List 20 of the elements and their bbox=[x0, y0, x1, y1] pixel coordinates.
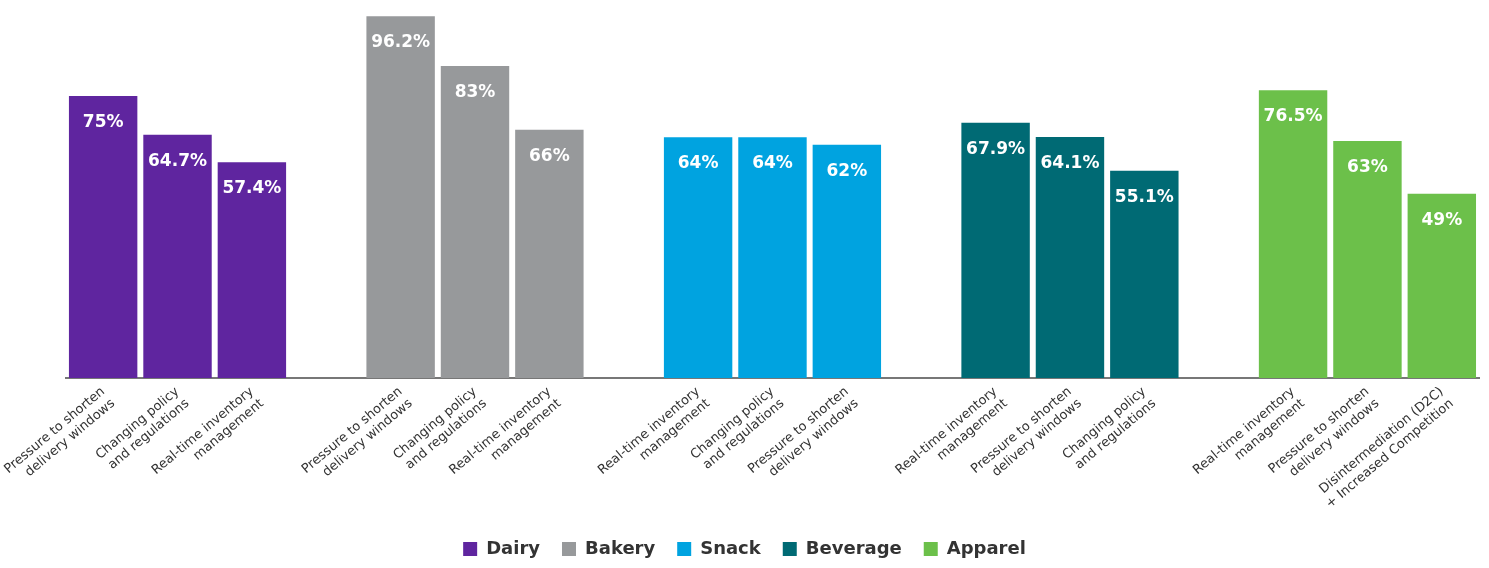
legend-label: Beverage bbox=[805, 536, 902, 558]
data-label: 49% bbox=[1421, 208, 1463, 229]
data-label: 76.5% bbox=[1263, 105, 1323, 126]
data-label: 62% bbox=[826, 159, 868, 180]
data-label: 67.9% bbox=[966, 137, 1026, 158]
legend-label: Dairy bbox=[486, 536, 541, 558]
data-label: 75% bbox=[82, 110, 124, 131]
data-label: 64.7% bbox=[148, 149, 208, 170]
data-label: 96.2% bbox=[371, 31, 431, 52]
data-label: 64% bbox=[677, 152, 719, 173]
data-label: 55.1% bbox=[1114, 185, 1174, 206]
data-label: 57.4% bbox=[222, 177, 282, 198]
data-label: 63% bbox=[1347, 156, 1388, 177]
legend-label: Apparel bbox=[946, 536, 1026, 558]
legend-label: Snack bbox=[700, 536, 762, 558]
data-label: 83% bbox=[454, 80, 496, 101]
data-label: 66% bbox=[529, 144, 570, 165]
data-label: 64% bbox=[752, 152, 793, 173]
data-label: 64.1% bbox=[1040, 151, 1100, 172]
legend-label: Bakery bbox=[585, 536, 656, 558]
